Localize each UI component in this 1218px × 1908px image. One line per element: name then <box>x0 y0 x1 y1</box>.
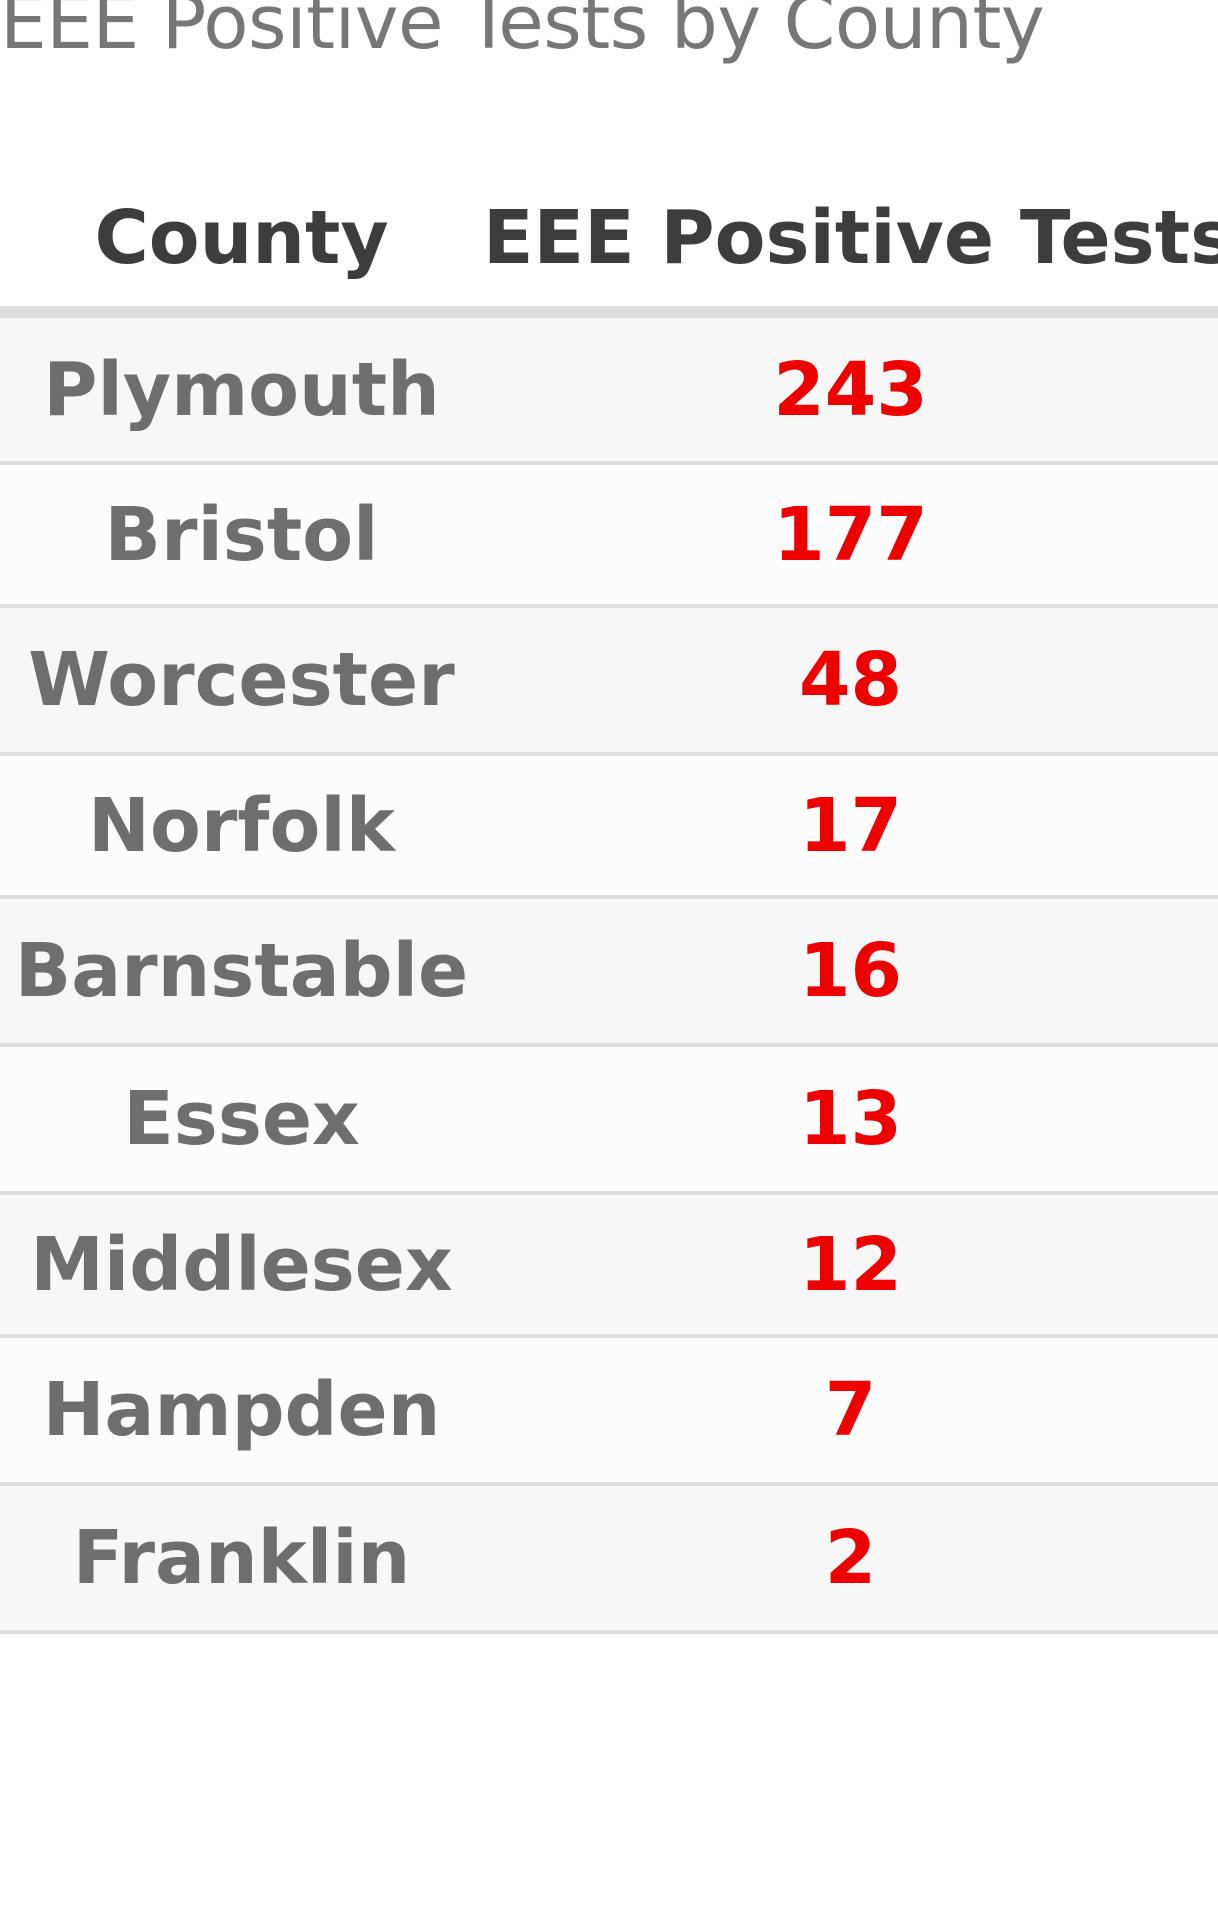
chart-title: EEE Positive Tests by County <box>0 0 1045 66</box>
table-body: Plymouth 243 Bristol 177 Worcester 48 Norfolk 1… <box>0 318 1218 1634</box>
tests-value-cell: 243 <box>773 346 928 433</box>
county-cell: Plymouth <box>43 346 440 433</box>
tests-value-cell: 7 <box>824 1367 877 1453</box>
table-row: Hampden 7 <box>0 1338 1218 1486</box>
table-row: Barnstable 16 <box>0 899 1218 1047</box>
tests-value-cell: 177 <box>773 491 928 578</box>
tests-value-cell: 16 <box>799 928 902 1014</box>
tests-value-cell: 48 <box>799 637 902 723</box>
header-county: County <box>94 195 389 281</box>
table-row: Franklin 2 <box>0 1486 1218 1634</box>
tests-value-cell: 2 <box>824 1515 877 1601</box>
table-row: Norfolk 17 <box>0 756 1218 899</box>
table-row: Plymouth 243 <box>0 318 1218 465</box>
county-cell: Hampden <box>42 1367 441 1453</box>
county-table: County EEE Positive Tests Plymouth 243 Bri… <box>0 160 1218 1634</box>
tests-value-cell: 12 <box>799 1221 902 1308</box>
county-cell: Middlesex <box>30 1221 453 1308</box>
tests-value-cell: 17 <box>799 782 902 869</box>
table-row: Worcester 48 <box>0 608 1218 756</box>
table-header-row: County EEE Positive Tests <box>0 160 1218 318</box>
county-cell: Essex <box>123 1076 360 1162</box>
table-row: Essex 13 <box>0 1047 1218 1195</box>
county-cell: Norfolk <box>88 782 395 869</box>
table-row: Bristol 177 <box>0 465 1218 608</box>
county-cell: Barnstable <box>14 928 469 1014</box>
county-cell: Bristol <box>104 491 379 578</box>
header-tests: EEE Positive Tests <box>483 195 1218 281</box>
county-cell: Worcester <box>28 637 455 723</box>
tests-value-cell: 13 <box>799 1076 902 1162</box>
county-cell: Franklin <box>72 1515 411 1601</box>
table-row: Middlesex 12 <box>0 1195 1218 1338</box>
